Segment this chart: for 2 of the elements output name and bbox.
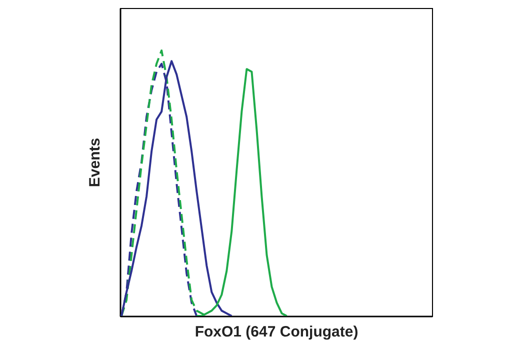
x-axis-title: FoxO1 (647 Conjugate) [194,324,358,340]
y-axis-title: Events [86,138,104,188]
